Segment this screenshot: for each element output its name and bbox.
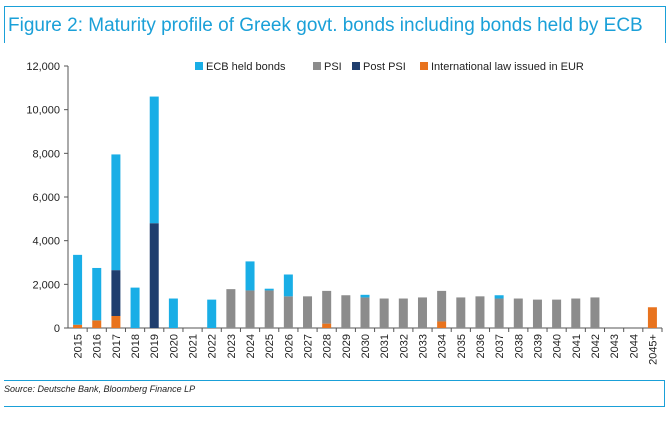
legend-label-intl: International law issued in EUR bbox=[431, 61, 584, 73]
chart-bars bbox=[73, 96, 657, 328]
bar-ecb-2020 bbox=[168, 298, 178, 328]
bar-psi-2026 bbox=[283, 296, 293, 328]
bar-psi-2040 bbox=[552, 299, 562, 328]
chart-title: Figure 2: Maturity profile of Greek govt… bbox=[8, 15, 643, 36]
bar-ecb-2016 bbox=[92, 267, 102, 321]
x-tick-label: 2030 bbox=[360, 334, 372, 358]
legend-swatch-post_psi bbox=[352, 62, 360, 70]
x-tick-label: 2035 bbox=[456, 334, 468, 358]
x-tick-label: 2036 bbox=[475, 334, 487, 358]
x-tick-label: 2018 bbox=[130, 334, 142, 358]
bar-ecb-2017 bbox=[111, 154, 121, 271]
x-tick-label: 2024 bbox=[245, 334, 257, 358]
bar-psi-2023 bbox=[226, 289, 236, 328]
x-tick-label: 2023 bbox=[226, 334, 238, 358]
chart-area: 0 2,000 4,000 6,000 8,000 10,000 12,000 2015 201… bbox=[0, 44, 671, 384]
y-tick-label: 4,000 bbox=[32, 236, 60, 248]
legend-label-ecb: ECB held bonds bbox=[206, 61, 286, 73]
x-tick-label: 2041 bbox=[571, 334, 583, 358]
bar-psi-2030 bbox=[360, 297, 370, 328]
bar-psi-2034 bbox=[437, 290, 447, 322]
source-right-rule bbox=[664, 380, 665, 407]
source-bottom-rule bbox=[4, 406, 665, 407]
x-tick-label: 2026 bbox=[283, 334, 295, 358]
legend-swatch-intl bbox=[420, 62, 428, 70]
x-tick-label: 2027 bbox=[303, 334, 315, 358]
x-tick-label: 2017 bbox=[111, 334, 123, 358]
bar-psi-2036 bbox=[475, 296, 485, 328]
x-tick-label: 2019 bbox=[149, 334, 161, 358]
source-note: Source: Deutsche Bank, Bloomberg Finance… bbox=[4, 384, 196, 394]
x-tick-label: 2031 bbox=[379, 334, 391, 358]
legend-label-psi: PSI bbox=[324, 61, 342, 73]
x-tick-label: 2039 bbox=[532, 334, 544, 358]
x-tick-label: 2034 bbox=[437, 334, 449, 358]
x-tick-label: 2028 bbox=[322, 334, 334, 358]
x-tick-label: 2040 bbox=[552, 334, 564, 358]
bar-intl-2015 bbox=[73, 324, 83, 328]
y-tick-label: 0 bbox=[54, 323, 60, 335]
bar-ecb-2024 bbox=[245, 261, 255, 291]
chart-legend: ECB held bonds PSI Post PSI International l… bbox=[195, 61, 584, 73]
bar-psi-2038 bbox=[513, 298, 523, 328]
x-tick-label: 2015 bbox=[73, 334, 85, 358]
x-tick-label: 2037 bbox=[494, 334, 506, 358]
bar-ecb-2015 bbox=[73, 254, 83, 325]
bar-intl-2028 bbox=[322, 323, 332, 328]
bar-chart: 0 2,000 4,000 6,000 8,000 10,000 12,000 2015 201… bbox=[26, 61, 663, 365]
bar-psi-2027 bbox=[303, 296, 313, 328]
legend-swatch-psi bbox=[313, 62, 321, 70]
legend-label-post_psi: Post PSI bbox=[363, 61, 406, 73]
bar-psi-2032 bbox=[398, 298, 408, 328]
x-tick-label: 2044 bbox=[628, 334, 640, 358]
bar-ecb-2026 bbox=[283, 274, 293, 297]
legend-swatch-ecb bbox=[195, 62, 203, 70]
x-tick-label: 2033 bbox=[417, 334, 429, 358]
bar-psi-2031 bbox=[379, 298, 389, 328]
bar-ecb-2022 bbox=[207, 299, 217, 328]
x-tick-label: 2025 bbox=[264, 334, 276, 358]
x-tick-label: 2022 bbox=[207, 334, 219, 358]
x-tick-label: 2038 bbox=[513, 334, 525, 358]
bar-ecb-2030 bbox=[360, 294, 370, 298]
bar-post_psi-2017 bbox=[111, 270, 121, 316]
x-tick-label: 2021 bbox=[188, 334, 200, 358]
bar-psi-2041 bbox=[571, 298, 581, 328]
title-frame bbox=[4, 6, 666, 43]
bar-psi-2033 bbox=[417, 297, 427, 328]
x-tick-label: 2020 bbox=[168, 334, 180, 358]
x-tick-label: 2032 bbox=[398, 334, 410, 358]
bar-psi-2025 bbox=[264, 290, 274, 328]
x-tick-label: 2029 bbox=[341, 334, 353, 358]
y-tick-label: 2,000 bbox=[32, 279, 60, 291]
bar-psi-2029 bbox=[341, 295, 351, 328]
x-tick-label: 2043 bbox=[609, 334, 621, 358]
bar-psi-2024 bbox=[245, 290, 255, 328]
chart-axes: 0 2,000 4,000 6,000 8,000 10,000 12,000 2015 201… bbox=[26, 61, 663, 365]
source-top-rule bbox=[4, 380, 665, 381]
bar-intl-2034 bbox=[437, 321, 447, 328]
bar-intl-2016 bbox=[92, 320, 102, 328]
y-tick-label: 12,000 bbox=[26, 61, 60, 73]
x-tick-label: 2045+ bbox=[647, 334, 659, 365]
bar-psi-2037 bbox=[494, 298, 504, 328]
bar-post_psi-2019 bbox=[149, 223, 159, 328]
y-tick-label: 6,000 bbox=[32, 192, 60, 204]
bar-ecb-2018 bbox=[130, 287, 140, 328]
y-tick-label: 10,000 bbox=[26, 105, 60, 117]
x-tick-label: 2042 bbox=[590, 334, 602, 358]
bar-psi-2028 bbox=[322, 290, 332, 324]
bar-ecb-2019 bbox=[149, 96, 159, 224]
bar-psi-2039 bbox=[532, 299, 542, 328]
bar-psi-2042 bbox=[590, 297, 600, 328]
bar-ecb-2037 bbox=[494, 295, 504, 299]
bar-intl-2045+ bbox=[647, 307, 657, 328]
y-tick-label: 8,000 bbox=[32, 148, 60, 160]
bar-psi-2035 bbox=[456, 297, 466, 328]
bar-intl-2017 bbox=[111, 315, 121, 328]
x-tick-label: 2016 bbox=[92, 334, 104, 358]
bar-ecb-2025 bbox=[264, 288, 274, 291]
